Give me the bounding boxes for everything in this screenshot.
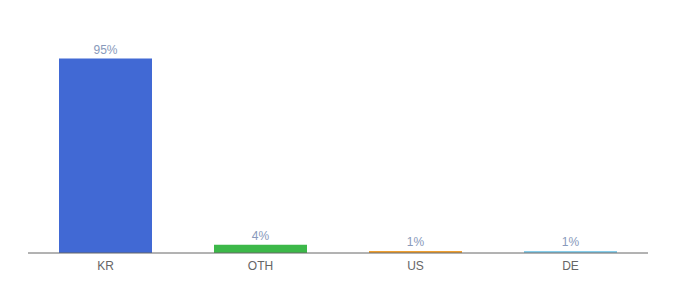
svg-text:1%: 1% [562, 235, 580, 249]
svg-text:KR: KR [97, 259, 114, 273]
svg-text:DE: DE [562, 259, 579, 273]
svg-text:95%: 95% [93, 43, 117, 57]
svg-text:OTH: OTH [248, 259, 273, 273]
svg-text:1%: 1% [407, 235, 425, 249]
svg-text:US: US [407, 259, 424, 273]
svg-text:4%: 4% [252, 229, 270, 243]
